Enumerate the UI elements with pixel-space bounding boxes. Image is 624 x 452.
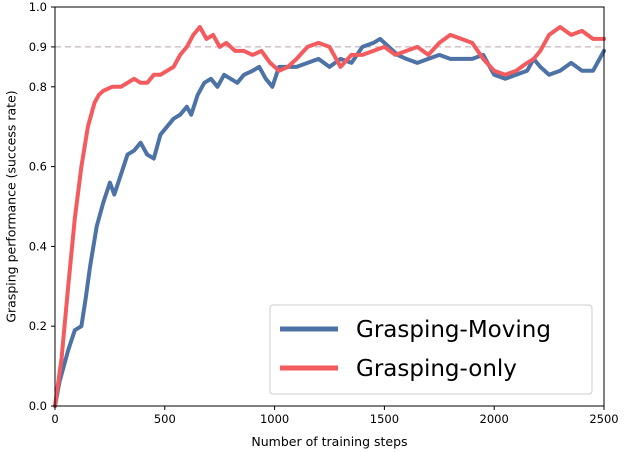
series-line-grasping-moving	[53, 36, 606, 408]
legend-box	[269, 304, 593, 395]
x-tick-label: 2500	[589, 412, 618, 426]
y-tick-label: 0.8	[29, 80, 47, 94]
series-line-grasping-only	[53, 25, 606, 408]
y-axis: 0.0 0.2 0.4 0.6 0.8 0.9 1.0	[29, 0, 55, 413]
x-tick-label: 500	[154, 412, 176, 426]
y-tick-label: 0.6	[29, 160, 47, 174]
y-tick-label: 1.0	[29, 0, 47, 14]
legend: Grasping-Moving Grasping-only	[269, 304, 593, 395]
x-tick-label: 1000	[260, 412, 289, 426]
y-tick-label: 0.2	[29, 319, 47, 333]
x-tick-label: 1500	[370, 412, 399, 426]
x-axis: 0 500 1000 1500 2000 2500	[51, 406, 619, 426]
y-tick-label: 0.9	[29, 40, 47, 54]
legend-label-grasping-only: Grasping-only	[356, 356, 517, 382]
x-axis-label: Number of training steps	[251, 434, 407, 449]
series-layer	[53, 25, 606, 408]
y-tick-label: 0.0	[29, 399, 47, 413]
y-tick-label: 0.4	[29, 239, 47, 253]
x-tick-label: 2000	[480, 412, 509, 426]
plot-frame	[54, 6, 605, 407]
y-axis-label: Grasping performance (success rate)	[4, 90, 19, 322]
legend-label-grasping-moving: Grasping-Moving	[356, 317, 551, 343]
x-tick-label: 0	[51, 412, 58, 426]
